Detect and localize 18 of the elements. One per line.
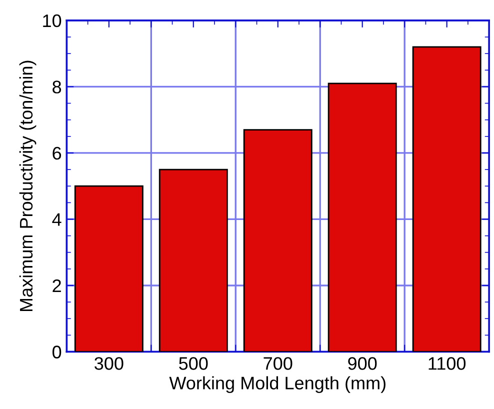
bar [328, 82, 397, 352]
x-axis-title: Working Mold Length (mm) [169, 376, 386, 394]
x-tick-label: 700 [264, 357, 292, 370]
bar [412, 46, 482, 352]
y-tick-label: 8 [52, 80, 62, 94]
bar [243, 129, 312, 352]
bar [74, 185, 144, 352]
x-tick-label: 300 [94, 357, 124, 370]
y-tick-label: 0 [52, 346, 62, 358]
bar [158, 168, 228, 352]
x-tick-label: 500 [179, 357, 208, 370]
x-tick-label: 1100 [428, 357, 466, 370]
y-tick-label: 2 [52, 279, 61, 292]
y-tick-label: 6 [52, 146, 62, 160]
y-tick-label: 4 [52, 213, 62, 226]
y-tick-label: 10 [43, 14, 62, 28]
y-axis-title: Maximum Productivity (ton/min) [19, 60, 36, 312]
x-tick-label: 900 [348, 357, 377, 370]
